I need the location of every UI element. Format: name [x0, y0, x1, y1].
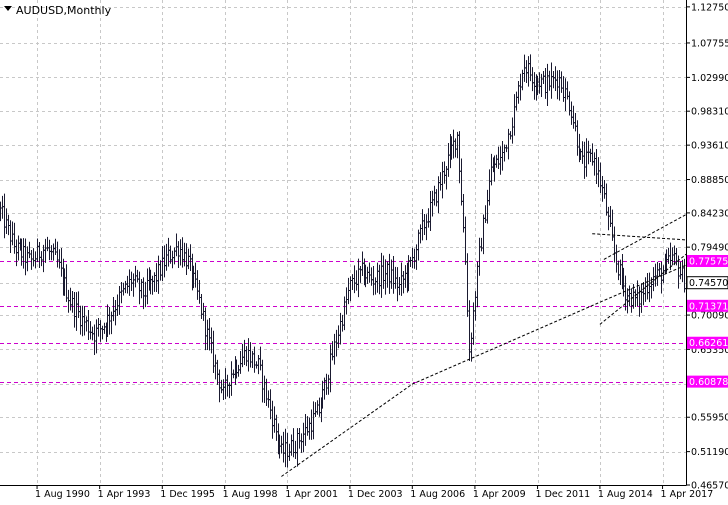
y-tick-label: 1.07755 — [691, 38, 728, 49]
bars-layer — [0, 54, 688, 468]
y-tick-label: 0.55950 — [691, 413, 728, 424]
trendlines-layer — [281, 214, 687, 477]
x-tick-label: 1 Apr 2001 — [285, 489, 338, 500]
x-tick-label: 1 Aug 1998 — [223, 489, 278, 500]
grid-layer — [0, 0, 686, 486]
chart-menu-triangle-icon[interactable] — [4, 6, 12, 11]
level-price-label: 0.60878 — [689, 377, 728, 388]
current-price-label: 0.74570 — [689, 278, 728, 289]
x-tick-label: 1 Apr 1993 — [98, 489, 151, 500]
level-price-label: 0.71371 — [689, 301, 728, 312]
x-tick-label: 1 Dec 1995 — [160, 489, 215, 500]
x-tick-label: 1 Aug 2014 — [598, 489, 653, 500]
chart-title: AUDUSD,Monthly — [16, 4, 112, 17]
level-label-box — [687, 299, 728, 312]
x-tick-label: 1 Aug 2006 — [410, 489, 465, 500]
y-tick-label: 0.70090 — [691, 311, 728, 322]
y-tick-label: 0.65350 — [691, 345, 728, 356]
y-tick-label: 0.88850 — [691, 175, 728, 186]
trendline-0[interactable] — [281, 264, 687, 477]
level-label-box — [687, 375, 728, 388]
level-price-label: 0.66261 — [689, 338, 728, 349]
y-tick-label: 0.93610 — [691, 141, 728, 152]
y-tick-label: 0.79490 — [691, 243, 728, 254]
y-tick-label: 0.84230 — [691, 208, 728, 219]
x-tick-label: 1 Apr 2009 — [473, 489, 526, 500]
level-label-box — [687, 336, 728, 349]
y-tick-label: 1.02990 — [691, 73, 728, 84]
x-tick-label: 1 Apr 2017 — [661, 489, 714, 500]
trendline-1[interactable] — [592, 233, 687, 241]
level-label-box — [687, 254, 728, 267]
level-layer — [0, 261, 686, 383]
y-tick-label: 1.12750 — [691, 2, 728, 13]
y-tick-label: 0.98310 — [691, 107, 728, 118]
y-tick-label: 0.51190 — [691, 447, 728, 458]
x-tick-label: 1 Dec 2011 — [536, 489, 591, 500]
label-layer: 0.77575 0.71371 0.66261 0.60878 0.74570 — [686, 254, 728, 388]
y-tick-label: 0.46570 — [691, 481, 728, 492]
trendline-2[interactable] — [599, 253, 687, 325]
level-price-label: 0.77575 — [689, 256, 728, 267]
current-price-box — [686, 276, 728, 290]
trendline-3[interactable] — [603, 214, 687, 260]
x-tick-label: 1 Aug 1990 — [35, 489, 90, 500]
x-tick-label: 1 Dec 2003 — [348, 489, 403, 500]
